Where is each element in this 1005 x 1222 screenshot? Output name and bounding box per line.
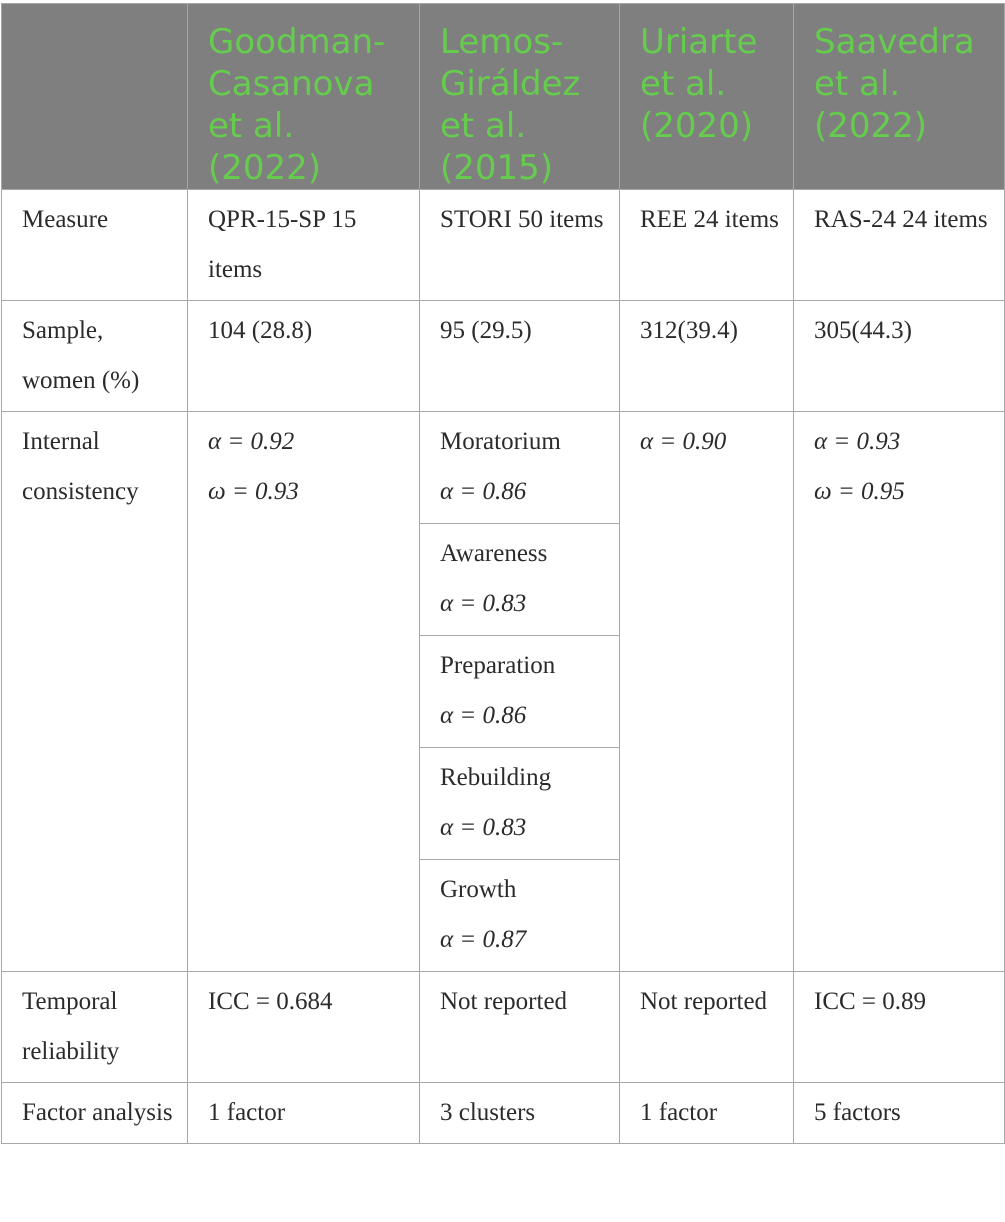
cell-internal-goodman: α = 0.92 ω = 0.93	[187, 411, 420, 972]
row-label-sample: Sample, women (%)	[1, 300, 188, 412]
cell-measure-saavedra: RAS-24 24 items	[793, 189, 1005, 301]
cell-sample-goodman: 104 (28.8)	[187, 300, 420, 412]
lemos-subscale-rebuilding: Rebuilding α = 0.83	[420, 748, 619, 860]
cell-measure-lemos: STORI 50 items	[419, 189, 620, 301]
cell-internal-lemos: Moratorium α = 0.86 Awareness α = 0.83 P…	[419, 411, 620, 972]
subscale-alpha: α = 0.87	[440, 926, 527, 953]
lemos-subscale-awareness: Awareness α = 0.83	[420, 524, 619, 636]
subscale-name: Moratorium	[440, 428, 561, 455]
cell-internal-saavedra: α = 0.93 ω = 0.95	[793, 411, 1005, 972]
row-internal-consistency: Internal consistency α = 0.92 ω = 0.93 M…	[1, 411, 1005, 972]
header-row: Goodman-Casanova et al. (2022) Lemos-Gir…	[1, 3, 1005, 190]
subscale-alpha: α = 0.86	[440, 478, 527, 505]
subscale-name: Rebuilding	[440, 764, 552, 791]
lemos-subscale-growth: Growth α = 0.87	[420, 860, 619, 971]
row-label-internal-consistency: Internal consistency	[1, 411, 188, 972]
cell-factor-lemos: 3 clusters	[419, 1082, 620, 1144]
cell-temporal-lemos: Not reported	[419, 971, 620, 1083]
cell-sample-lemos: 95 (29.5)	[419, 300, 620, 412]
goodman-alpha: α = 0.92	[208, 428, 295, 455]
subscale-name: Preparation	[440, 652, 556, 679]
cell-sample-saavedra: 305(44.3)	[793, 300, 1005, 412]
row-sample: Sample, women (%) 104 (28.8) 95 (29.5) 3…	[1, 300, 1005, 412]
row-label-factor-analysis: Factor analysis	[1, 1082, 188, 1144]
goodman-omega: ω = 0.93	[208, 478, 299, 505]
row-measure: Measure QPR-15-SP 15 items STORI 50 item…	[1, 189, 1005, 301]
lemos-subscale-preparation: Preparation α = 0.86	[420, 636, 619, 748]
cell-factor-uriarte: 1 factor	[619, 1082, 794, 1144]
header-goodman-casanova: Goodman-Casanova et al. (2022)	[187, 3, 420, 190]
uriarte-alpha: α = 0.90	[640, 428, 727, 455]
row-factor-analysis: Factor analysis 1 factor 3 clusters 1 fa…	[1, 1082, 1005, 1144]
subscale-name: Awareness	[440, 540, 548, 567]
header-empty-cell	[1, 3, 188, 190]
cell-sample-uriarte: 312(39.4)	[619, 300, 794, 412]
row-label-temporal-reliability: Temporal reliability	[1, 971, 188, 1083]
saavedra-alpha: α = 0.93	[814, 428, 901, 455]
cell-factor-saavedra: 5 factors	[793, 1082, 1005, 1144]
comparison-table: Goodman-Casanova et al. (2022) Lemos-Gir…	[1, 3, 1005, 1144]
row-temporal-reliability: Temporal reliability ICC = 0.684 Not rep…	[1, 971, 1005, 1083]
header-lemos-giraldez: Lemos-Giráldez et al. (2015)	[419, 3, 620, 190]
subscale-alpha: α = 0.83	[440, 590, 527, 617]
header-saavedra: Saavedra et al. (2022)	[793, 3, 1005, 190]
cell-factor-goodman: 1 factor	[187, 1082, 420, 1144]
subscale-name: Growth	[440, 876, 517, 903]
cell-temporal-goodman: ICC = 0.684	[187, 971, 420, 1083]
saavedra-omega: ω = 0.95	[814, 478, 905, 505]
cell-measure-uriarte: REE 24 items	[619, 189, 794, 301]
header-uriarte: Uriarte et al. (2020)	[619, 3, 794, 190]
cell-temporal-saavedra: ICC = 0.89	[793, 971, 1005, 1083]
cell-internal-uriarte: α = 0.90	[619, 411, 794, 972]
lemos-subscale-moratorium: Moratorium α = 0.86	[420, 412, 619, 524]
subscale-alpha: α = 0.86	[440, 702, 527, 729]
cell-temporal-uriarte: Not reported	[619, 971, 794, 1083]
cell-measure-goodman: QPR-15-SP 15 items	[187, 189, 420, 301]
row-label-measure: Measure	[1, 189, 188, 301]
subscale-alpha: α = 0.83	[440, 814, 527, 841]
